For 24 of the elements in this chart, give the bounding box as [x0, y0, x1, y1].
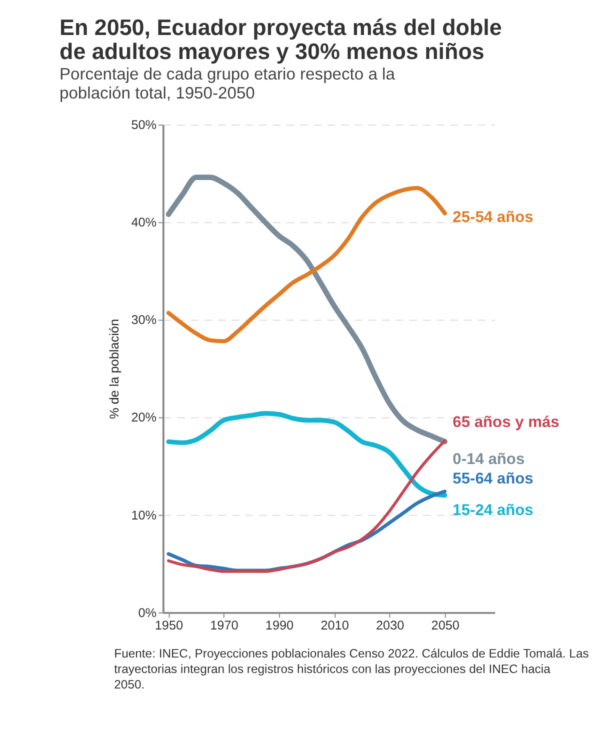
- y-tick-label: 50%: [131, 118, 157, 132]
- series-label: 0-14 años: [452, 451, 525, 468]
- series-label: 15-24 años: [452, 502, 534, 519]
- line-series: [166, 186, 447, 344]
- y-tick-label: 0%: [138, 606, 157, 620]
- series-label: 25-54 años: [452, 209, 534, 226]
- x-tick-label: 1990: [265, 618, 294, 632]
- chart-title: En 2050, Ecuador proyecta más del doble de adultos mayores y 30% menos niños: [59, 14, 502, 64]
- y-tick-label: 30%: [131, 313, 157, 328]
- x-tick-label: 1970: [210, 618, 238, 632]
- source-note: Fuente: INEC, Proyecciones poblacionales Censo 2022. Cálculos de Eddie Tomalá. Las trayectorias integran los registros históricos con las proyecciones del INEC hacia 2050.: [114, 646, 589, 692]
- x-tick-label: 2050: [431, 618, 460, 632]
- series-label: 55-64 años: [452, 470, 534, 488]
- y-tick-label: 10%: [131, 508, 157, 522]
- x-tick-label: 2030: [376, 618, 404, 632]
- series-label: 65 años y más: [452, 414, 560, 432]
- y-tick-label: 40%: [131, 216, 157, 230]
- line-series: [166, 439, 446, 573]
- x-tick-label: 1950: [154, 618, 184, 632]
- line-series: [166, 411, 448, 498]
- y-axis-title: % de la población: [108, 318, 122, 420]
- y-tick-label: 20%: [131, 410, 157, 425]
- chart-subtitle: Porcentaje de cada grupo etario respecto a la población total, 1950-2050: [59, 64, 396, 102]
- x-tick-label: 2010: [320, 618, 349, 632]
